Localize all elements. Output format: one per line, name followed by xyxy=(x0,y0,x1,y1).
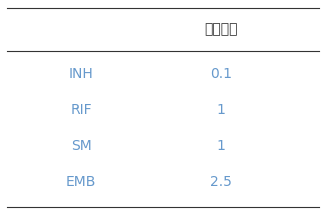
Text: 0.1: 0.1 xyxy=(210,67,232,81)
Text: 2.5: 2.5 xyxy=(210,175,232,189)
Text: EMB: EMB xyxy=(66,175,97,189)
Text: 1: 1 xyxy=(216,103,226,117)
Text: RIF: RIF xyxy=(71,103,92,117)
Text: INH: INH xyxy=(69,67,94,81)
Text: 1: 1 xyxy=(216,139,226,153)
Text: 한계농도: 한계농도 xyxy=(204,23,238,37)
Text: SM: SM xyxy=(71,139,92,153)
